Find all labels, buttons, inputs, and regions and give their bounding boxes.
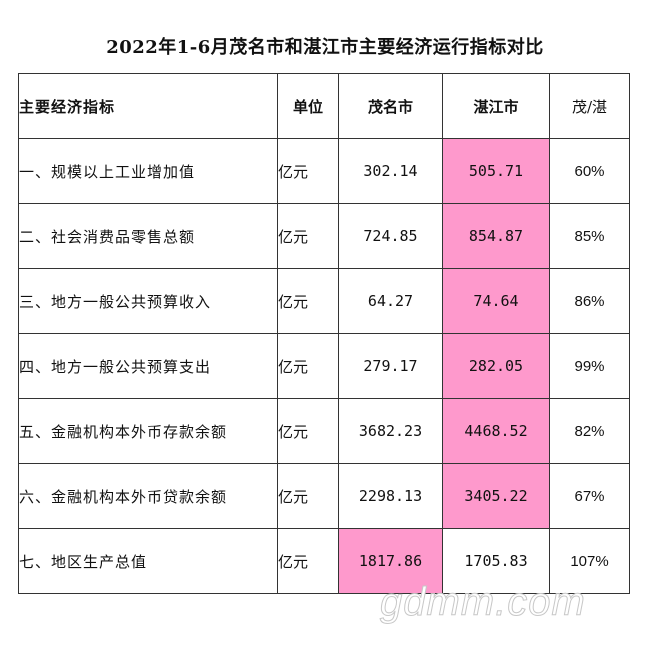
page-title: 2022年1-6月茂名市和湛江市主要经济运行指标对比	[106, 37, 544, 58]
table-row: 七、地区生产总值 亿元 1817.86 1705.83 107%	[18, 528, 630, 594]
ratio-cell: 67%	[549, 463, 630, 529]
unit-cell: 亿元	[277, 528, 339, 594]
zhanjiang-value-cell: 74.64	[442, 268, 550, 334]
unit-cell: 亿元	[277, 333, 339, 399]
indicator-name-cell: 三、地方一般公共预算收入	[18, 268, 278, 334]
table-row: 四、地方一般公共预算支出 亿元 279.17 282.05 99%	[18, 333, 630, 399]
unit-cell: 亿元	[277, 463, 339, 529]
indicator-name-cell: 七、地区生产总值	[18, 528, 278, 594]
maoming-value-cell: 64.27	[338, 268, 443, 334]
zhanjiang-value-cell: 282.05	[442, 333, 550, 399]
ratio-cell: 85%	[549, 203, 630, 269]
ratio-cell: 82%	[549, 398, 630, 464]
indicator-name-cell: 五、金融机构本外币存款余额	[18, 398, 278, 464]
indicator-name-cell: 六、金融机构本外币贷款余额	[18, 463, 278, 529]
maoming-value-cell: 3682.23	[338, 398, 443, 464]
table-row: 三、地方一般公共预算收入 亿元 64.27 74.64 86%	[18, 268, 630, 334]
zhanjiang-value-cell: 505.71	[442, 138, 550, 204]
table-row: 二、社会消费品零售总额 亿元 724.85 854.87 85%	[18, 203, 630, 269]
ratio-cell: 99%	[549, 333, 630, 399]
indicator-comparison-table: 主要经济指标 单位 茂名市 湛江市 茂/湛 一、规模以上工业增加值 亿元 302.1…	[18, 73, 630, 594]
header-maoming: 茂名市	[338, 73, 443, 139]
table-row: 六、金融机构本外币贷款余额 亿元 2298.13 3405.22 67%	[18, 463, 630, 529]
header-zhanjiang: 湛江市	[442, 73, 550, 139]
zhanjiang-value-cell: 854.87	[442, 203, 550, 269]
indicator-name-cell: 一、规模以上工业增加值	[18, 138, 278, 204]
zhanjiang-value-cell: 4468.52	[442, 398, 550, 464]
ratio-cell: 86%	[549, 268, 630, 334]
maoming-value-cell: 279.17	[338, 333, 443, 399]
table-row: 一、规模以上工业增加值 亿元 302.14 505.71 60%	[18, 138, 630, 204]
unit-cell: 亿元	[277, 203, 339, 269]
header-ratio: 茂/湛	[549, 73, 630, 139]
indicator-name-cell: 二、社会消费品零售总额	[18, 203, 278, 269]
site-watermark: gdmm.com	[380, 580, 586, 625]
maoming-value-cell: 2298.13	[338, 463, 443, 529]
header-unit: 单位	[277, 73, 339, 139]
zhanjiang-value-cell: 3405.22	[442, 463, 550, 529]
table-row: 五、金融机构本外币存款余额 亿元 3682.23 4468.52 82%	[18, 398, 630, 464]
unit-cell: 亿元	[277, 398, 339, 464]
maoming-value-cell: 724.85	[338, 203, 443, 269]
maoming-value-cell: 1817.86	[338, 528, 443, 594]
maoming-value-cell: 302.14	[338, 138, 443, 204]
header-indicator: 主要经济指标	[18, 73, 278, 139]
unit-cell: 亿元	[277, 268, 339, 334]
table-header-row: 主要经济指标 单位 茂名市 湛江市 茂/湛	[18, 73, 630, 139]
zhanjiang-value-cell: 1705.83	[442, 528, 550, 594]
ratio-cell: 107%	[549, 528, 630, 594]
indicator-name-cell: 四、地方一般公共预算支出	[18, 333, 278, 399]
ratio-cell: 60%	[549, 138, 630, 204]
unit-cell: 亿元	[277, 138, 339, 204]
